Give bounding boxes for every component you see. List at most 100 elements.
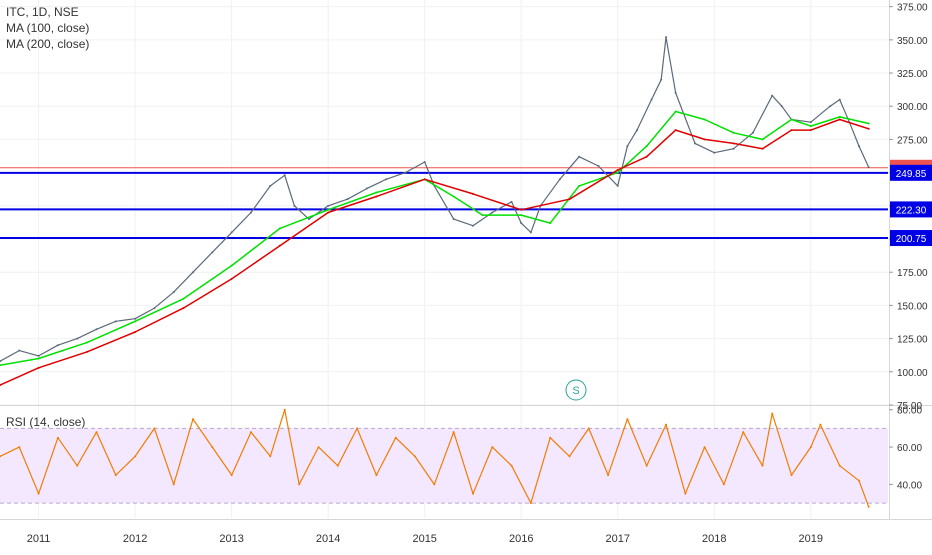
- symbol-title[interactable]: ITC, 1D, NSE: [6, 5, 79, 19]
- price-point: [558, 178, 561, 181]
- split-marker[interactable]: S: [565, 379, 587, 401]
- rsi-series: [0, 408, 870, 508]
- rsi-point: [645, 464, 648, 467]
- ma200-point: [838, 118, 841, 121]
- price-point: [674, 91, 677, 94]
- price-point: [510, 200, 513, 203]
- rsi-point: [172, 483, 175, 486]
- rsi-legend-label[interactable]: RSI (14, close): [6, 415, 86, 429]
- rsi-band-fill: [0, 428, 888, 504]
- rsi-legend: RSI (14, close): [6, 414, 85, 430]
- rsi-point: [587, 427, 590, 430]
- ma200-point: [327, 211, 330, 214]
- price-point: [578, 155, 581, 158]
- ma100-point: [0, 364, 1, 367]
- price-point: [636, 129, 639, 132]
- marker-circle[interactable]: [565, 379, 587, 401]
- rsi-point: [867, 505, 870, 508]
- rsi-point: [192, 418, 195, 421]
- rsi-point: [317, 446, 320, 449]
- price-point: [650, 98, 653, 101]
- price-tick-label: 125.00: [897, 335, 928, 346]
- time-tick-label: 2017: [605, 533, 629, 545]
- price-point: [665, 36, 667, 39]
- ma200-legend[interactable]: MA (200, close): [6, 37, 90, 51]
- rsi-point: [742, 431, 745, 434]
- level-badge: [890, 230, 932, 247]
- price-point: [346, 198, 349, 201]
- rsi-point: [76, 464, 79, 467]
- price-point: [192, 271, 195, 274]
- ma100-point: [481, 214, 484, 217]
- ma200-point: [761, 147, 764, 150]
- rsi-tick-label: 40.00: [897, 480, 922, 491]
- price-point: [327, 204, 330, 207]
- badge-label: 200.75: [896, 234, 927, 245]
- rsi-point: [114, 474, 117, 477]
- rsi-point: [269, 455, 272, 458]
- price-legend: ITC, 1D, NSE MA (100, close) MA (200, cl…: [6, 4, 89, 52]
- price-tick-label: 350.00: [897, 36, 928, 47]
- price-point: [771, 94, 774, 97]
- price-tick-label: 100.00: [897, 368, 928, 379]
- marker-letter: S: [572, 385, 579, 397]
- time-tick-label: 2015: [412, 533, 436, 545]
- ma100-point: [278, 227, 281, 230]
- ma100-point: [790, 118, 793, 121]
- price-point: [249, 211, 252, 214]
- price-point: [293, 204, 296, 207]
- ma100-point: [85, 341, 88, 344]
- rsi-point: [414, 455, 417, 458]
- price-point: [732, 147, 735, 150]
- ma100-point: [134, 320, 137, 323]
- time-tick-label: 2011: [27, 533, 51, 545]
- ma200-point: [703, 138, 706, 141]
- ma200-point: [375, 195, 378, 198]
- ma200-line: [0, 118, 869, 386]
- rsi-point: [56, 436, 59, 439]
- rsi-point: [549, 436, 552, 439]
- price-tick-label: 325.00: [897, 69, 928, 80]
- rsi-point: [510, 464, 513, 467]
- rsi-point: [375, 474, 378, 477]
- rsi-point: [95, 431, 98, 434]
- rsi-point: [703, 446, 706, 449]
- price-tick-label: 300.00: [897, 102, 928, 113]
- price-point: [780, 105, 783, 108]
- ma200-point: [867, 127, 870, 130]
- ma100-legend[interactable]: MA (100, close): [6, 21, 90, 35]
- ma200-point: [182, 307, 185, 310]
- time-tick-label: 2016: [509, 533, 533, 545]
- price-point: [452, 218, 455, 221]
- price-point: [520, 222, 523, 225]
- ma100-point: [549, 222, 552, 225]
- rsi-band: [0, 427, 888, 504]
- ma100-point: [37, 357, 40, 360]
- rsi-point: [491, 446, 494, 449]
- rsi-point: [722, 483, 725, 486]
- ma200-point: [423, 178, 426, 181]
- price-point: [597, 164, 600, 167]
- price-point: [867, 166, 870, 169]
- price-point: [616, 184, 619, 187]
- ma200-point: [37, 366, 40, 369]
- ma100-point: [230, 264, 233, 267]
- price-point: [660, 78, 663, 81]
- rsi-point: [336, 464, 339, 467]
- rsi-point: [761, 464, 764, 467]
- badge-label: 222.30: [896, 205, 927, 216]
- level-badge: [890, 201, 932, 218]
- ma200-point: [0, 384, 1, 387]
- price-point: [153, 307, 156, 310]
- price-point: [404, 171, 407, 174]
- rsi-point: [394, 436, 397, 439]
- ma200-point: [616, 168, 619, 171]
- price-point: [626, 145, 629, 148]
- price-point: [471, 224, 474, 227]
- rsi-point: [433, 483, 436, 486]
- ma100-point: [674, 110, 677, 113]
- rsi-point: [0, 455, 1, 458]
- rsi-point: [771, 412, 774, 415]
